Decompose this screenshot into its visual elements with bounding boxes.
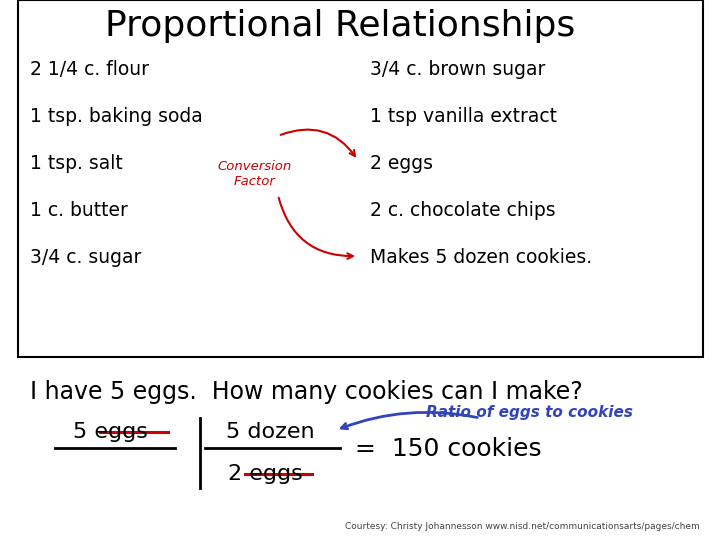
Text: =  150 cookies: = 150 cookies <box>355 437 541 461</box>
Text: 1 tsp vanilla extract: 1 tsp vanilla extract <box>370 107 557 126</box>
Text: Makes 5 dozen cookies.: Makes 5 dozen cookies. <box>370 248 592 267</box>
Text: 1 tsp. baking soda: 1 tsp. baking soda <box>30 107 203 126</box>
Text: 2 eggs: 2 eggs <box>228 464 302 484</box>
Text: I have 5 eggs.  How many cookies can I make?: I have 5 eggs. How many cookies can I ma… <box>30 380 582 404</box>
Text: 2 1/4 c. flour: 2 1/4 c. flour <box>30 60 149 79</box>
Text: 2 eggs: 2 eggs <box>370 154 433 173</box>
Text: 3/4 c. sugar: 3/4 c. sugar <box>30 248 141 267</box>
Text: Courtesy: Christy Johannesson www.nisd.net/communicationsarts/pages/chem: Courtesy: Christy Johannesson www.nisd.n… <box>346 522 700 531</box>
Text: 2 c. chocolate chips: 2 c. chocolate chips <box>370 201 556 220</box>
Text: 5 eggs: 5 eggs <box>73 422 148 442</box>
Text: 3/4 c. brown sugar: 3/4 c. brown sugar <box>370 60 545 79</box>
Bar <box>18 0 703 357</box>
Text: 5 dozen: 5 dozen <box>225 422 315 442</box>
Text: 1 c. butter: 1 c. butter <box>30 201 128 220</box>
Text: Proportional Relationships: Proportional Relationships <box>105 9 575 43</box>
Text: 1 tsp. salt: 1 tsp. salt <box>30 154 122 173</box>
Text: Ratio of eggs to cookies: Ratio of eggs to cookies <box>426 406 634 420</box>
Text: Conversion
Factor: Conversion Factor <box>218 160 292 188</box>
